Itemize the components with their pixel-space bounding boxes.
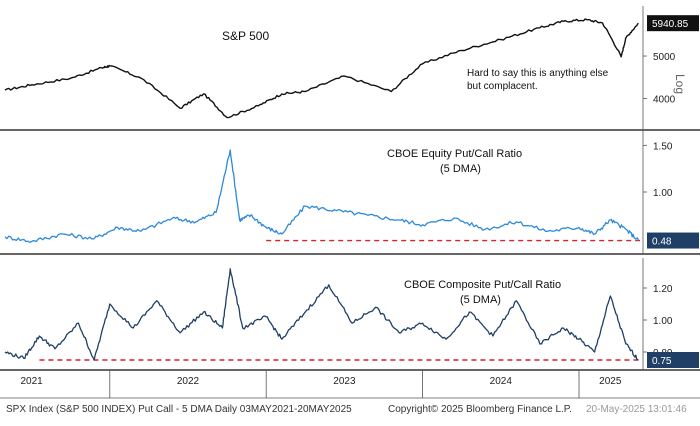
- last-value-box: [647, 15, 699, 32]
- series-line: [4, 149, 640, 244]
- y-tick-label: 5000: [653, 52, 676, 63]
- sp500-annotation-line1: Hard to say this is anything else: [467, 68, 609, 79]
- composite-putcall-panel: 1.201.000.800.75: [0, 258, 700, 371]
- equity-subtitle: (5 DMA): [440, 163, 481, 175]
- footer-copyright: Copyright© 2025 Bloomberg Finance L.P.: [388, 404, 572, 415]
- log-scale-label: Log: [673, 74, 687, 94]
- x-tick-label: 2024: [490, 376, 513, 387]
- last-value-box: [647, 352, 699, 368]
- footer-timestamp: 20-May-2025 13:01:46: [586, 404, 687, 415]
- series-line: [4, 268, 639, 361]
- x-axis: 2021 2022 2023 2024 2025: [0, 369, 700, 399]
- y-tick-label: 1.20: [653, 284, 673, 295]
- y-tick-label: 1.00: [653, 316, 673, 327]
- x-tick-label: 2022: [177, 376, 200, 387]
- composite-subtitle: (5 DMA): [460, 294, 501, 306]
- equity-title: CBOE Equity Put/Call Ratio: [387, 148, 522, 160]
- x-tick-label: 2021: [20, 376, 43, 387]
- x-tick-label: 2023: [333, 376, 356, 387]
- y-tick-label: 1.00: [653, 188, 673, 199]
- footer-source: SPX Index (S&P 500 INDEX) Put Call - 5 D…: [6, 404, 352, 415]
- last-value-label: 0.75: [652, 356, 672, 367]
- equity-putcall-panel: 1.50 1.00 0.48: [0, 130, 700, 255]
- sp500-panel: 4000 5000 5940.85: [0, 6, 700, 131]
- composite-title: CBOE Composite Put/Call Ratio: [404, 279, 561, 291]
- series-line: [4, 18, 639, 119]
- x-tick-label: 2025: [599, 376, 622, 387]
- y-tick-label: 1.50: [653, 141, 673, 152]
- sp500-annotation-line2: but complacent.: [467, 81, 538, 92]
- last-value-label: 5940.85: [652, 19, 689, 30]
- last-value-box: [647, 232, 699, 249]
- last-value-label: 0.48: [652, 237, 672, 248]
- sp500-title: S&P 500: [222, 29, 269, 43]
- y-tick-label: 4000: [653, 95, 676, 106]
